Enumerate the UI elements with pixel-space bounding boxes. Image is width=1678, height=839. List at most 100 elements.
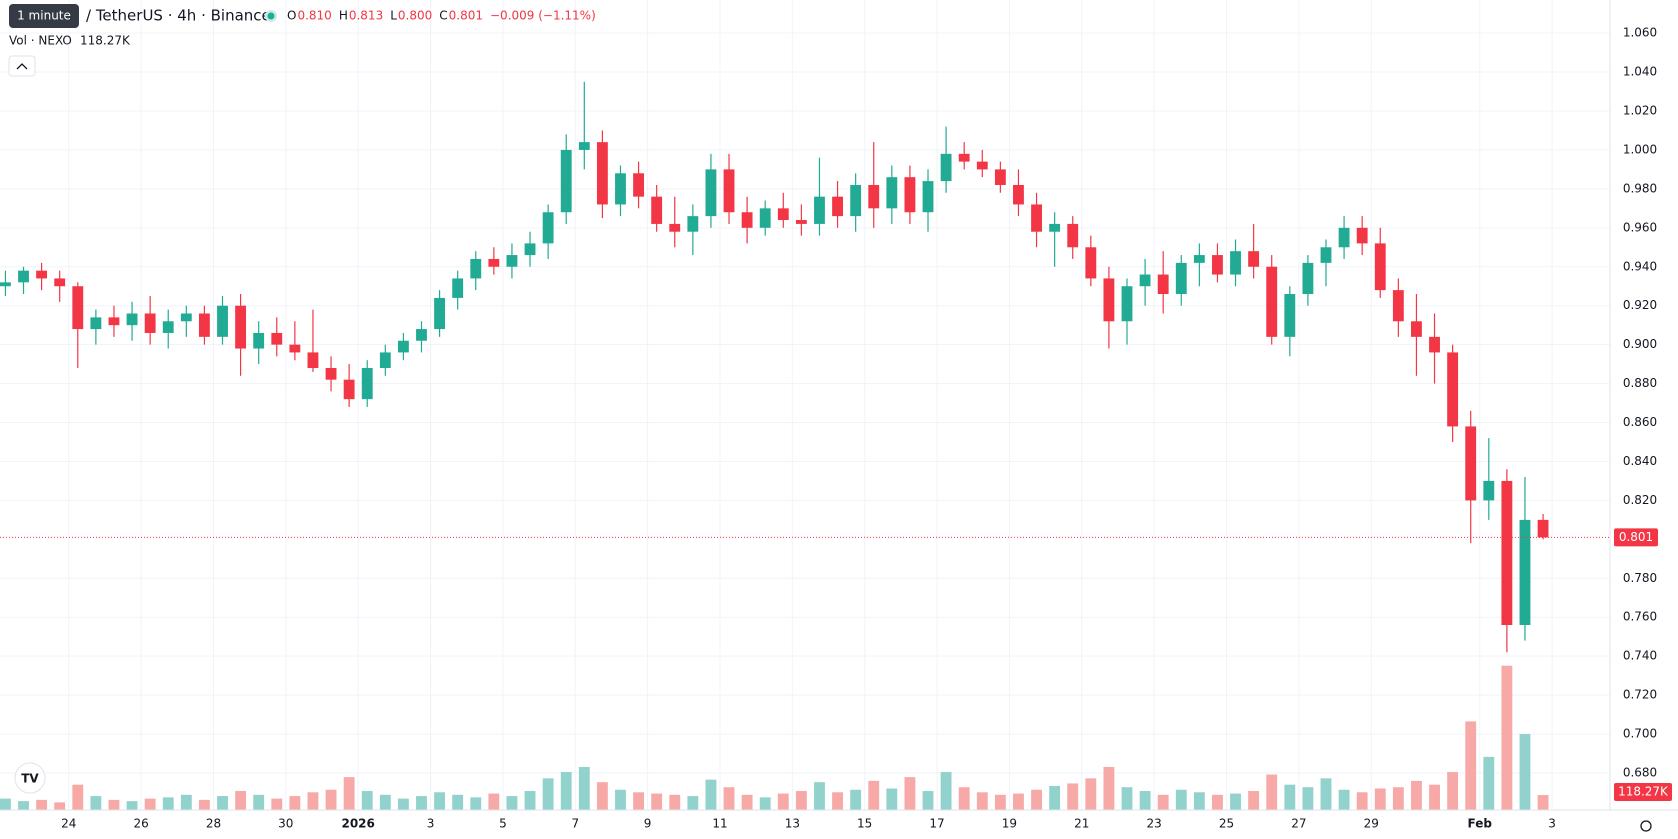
volume-bar bbox=[1429, 784, 1440, 810]
candle-body bbox=[1483, 480, 1495, 501]
y-tick-label: 0.900 bbox=[1623, 337, 1657, 351]
volume-bar bbox=[524, 791, 536, 810]
y-tick-label: 0.820 bbox=[1623, 493, 1657, 507]
candle-body bbox=[253, 332, 265, 349]
volume-bar bbox=[1374, 788, 1386, 810]
y-tick-label: 0.940 bbox=[1623, 259, 1657, 273]
volume-bar bbox=[940, 772, 952, 810]
volume-bar bbox=[1085, 778, 1097, 810]
volume-bar bbox=[1320, 778, 1332, 810]
volume-bar bbox=[814, 782, 825, 810]
candle-body bbox=[325, 368, 337, 380]
collapse-button[interactable] bbox=[8, 55, 36, 77]
volume-bar bbox=[488, 793, 500, 810]
ohlc-legend: O 0.810 H 0.813 L 0.800 C 0.801 −0.009 (−1.11%) bbox=[287, 9, 596, 23]
candle-body bbox=[1465, 426, 1477, 501]
y-tick-label: 0.840 bbox=[1623, 454, 1657, 468]
volume-bar bbox=[1302, 787, 1314, 810]
volume-bar bbox=[1483, 756, 1495, 810]
candle-body bbox=[1067, 223, 1079, 248]
candle-body bbox=[1501, 480, 1513, 626]
volume-bar bbox=[705, 779, 717, 810]
volume-bar bbox=[1447, 772, 1459, 810]
volume-bar bbox=[361, 791, 373, 810]
candle-body bbox=[180, 313, 192, 322]
logo-mark: TV bbox=[21, 772, 39, 786]
candle-body bbox=[958, 153, 970, 162]
candle-body bbox=[1085, 247, 1097, 279]
candle-body bbox=[850, 184, 862, 217]
logo[interactable] bbox=[14, 762, 46, 794]
candle-body bbox=[361, 368, 373, 400]
candle-body bbox=[542, 212, 554, 244]
volume-bar bbox=[506, 796, 518, 810]
candle-body bbox=[669, 223, 681, 232]
volume-value: 118.27K bbox=[80, 34, 131, 48]
volume-bar bbox=[1266, 774, 1278, 810]
volume-bar bbox=[1537, 795, 1549, 810]
volume-bar bbox=[1338, 789, 1350, 810]
volume-bar bbox=[1013, 793, 1024, 810]
volume-bar bbox=[868, 780, 880, 810]
volume-bar bbox=[777, 793, 789, 810]
candle-body bbox=[235, 305, 247, 349]
volume-bar bbox=[633, 792, 644, 810]
candle-body bbox=[886, 177, 898, 209]
volume-bar bbox=[72, 784, 84, 810]
volume-bar bbox=[162, 797, 174, 810]
volume-bar bbox=[850, 789, 862, 810]
volume-bar bbox=[198, 799, 210, 810]
x-tick-label: 2026 bbox=[341, 817, 374, 831]
x-tick-label: 30 bbox=[278, 817, 293, 831]
ohlc-value: −0.009 (−1.11%) bbox=[490, 9, 596, 23]
candle-body bbox=[524, 243, 536, 256]
x-tick-label: 9 bbox=[644, 817, 652, 831]
volume-bar bbox=[1212, 794, 1223, 810]
candle-body bbox=[434, 297, 446, 330]
volume-bar bbox=[325, 789, 337, 810]
ohlc-value: 0.800 bbox=[398, 9, 432, 23]
volume-bar bbox=[343, 777, 355, 810]
volume-bar bbox=[1284, 784, 1296, 810]
candle-body bbox=[1248, 251, 1260, 267]
candle-body bbox=[814, 196, 825, 224]
ohlc-value: 0.813 bbox=[349, 9, 383, 23]
volume-bar bbox=[126, 801, 138, 810]
chart-title: / TetherUS · 4h · Binance bbox=[86, 7, 271, 25]
candle-body bbox=[560, 149, 572, 213]
ohlc-key: H bbox=[339, 9, 348, 23]
volume-bar bbox=[180, 794, 192, 810]
volume-bar bbox=[542, 778, 554, 810]
volume-bar bbox=[741, 794, 753, 810]
volume-bar bbox=[687, 796, 699, 810]
y-tick-label: 0.780 bbox=[1623, 571, 1657, 585]
volume-bar bbox=[560, 772, 572, 810]
volume-bar bbox=[253, 794, 265, 810]
volume-bar bbox=[1049, 785, 1061, 810]
volume-bar bbox=[958, 787, 970, 810]
volume-bar bbox=[1411, 780, 1422, 810]
candle-body bbox=[1103, 278, 1115, 322]
candle-body bbox=[1338, 227, 1350, 248]
volume-bar bbox=[904, 777, 916, 810]
candle-body bbox=[506, 255, 518, 267]
candle-body bbox=[343, 379, 355, 400]
volume-bar bbox=[217, 796, 228, 810]
volume-bar bbox=[615, 789, 626, 810]
candle-body bbox=[379, 352, 391, 369]
candle-body bbox=[940, 153, 952, 182]
candle-body bbox=[705, 169, 717, 217]
volume-bar bbox=[922, 791, 934, 810]
candle-body bbox=[1031, 204, 1042, 232]
x-tick-label: 24 bbox=[61, 817, 76, 831]
x-tick-label: 11 bbox=[712, 817, 727, 831]
settings-icon[interactable] bbox=[1640, 820, 1652, 832]
candle-body bbox=[217, 305, 228, 337]
candle-body bbox=[198, 313, 210, 337]
x-tick-label: 26 bbox=[133, 817, 148, 831]
ohlc-value: 0.801 bbox=[449, 9, 483, 23]
volume-bar bbox=[759, 797, 771, 810]
candle-body bbox=[994, 169, 1006, 185]
collapse-icon bbox=[16, 63, 28, 70]
volume-bar bbox=[1392, 787, 1404, 810]
